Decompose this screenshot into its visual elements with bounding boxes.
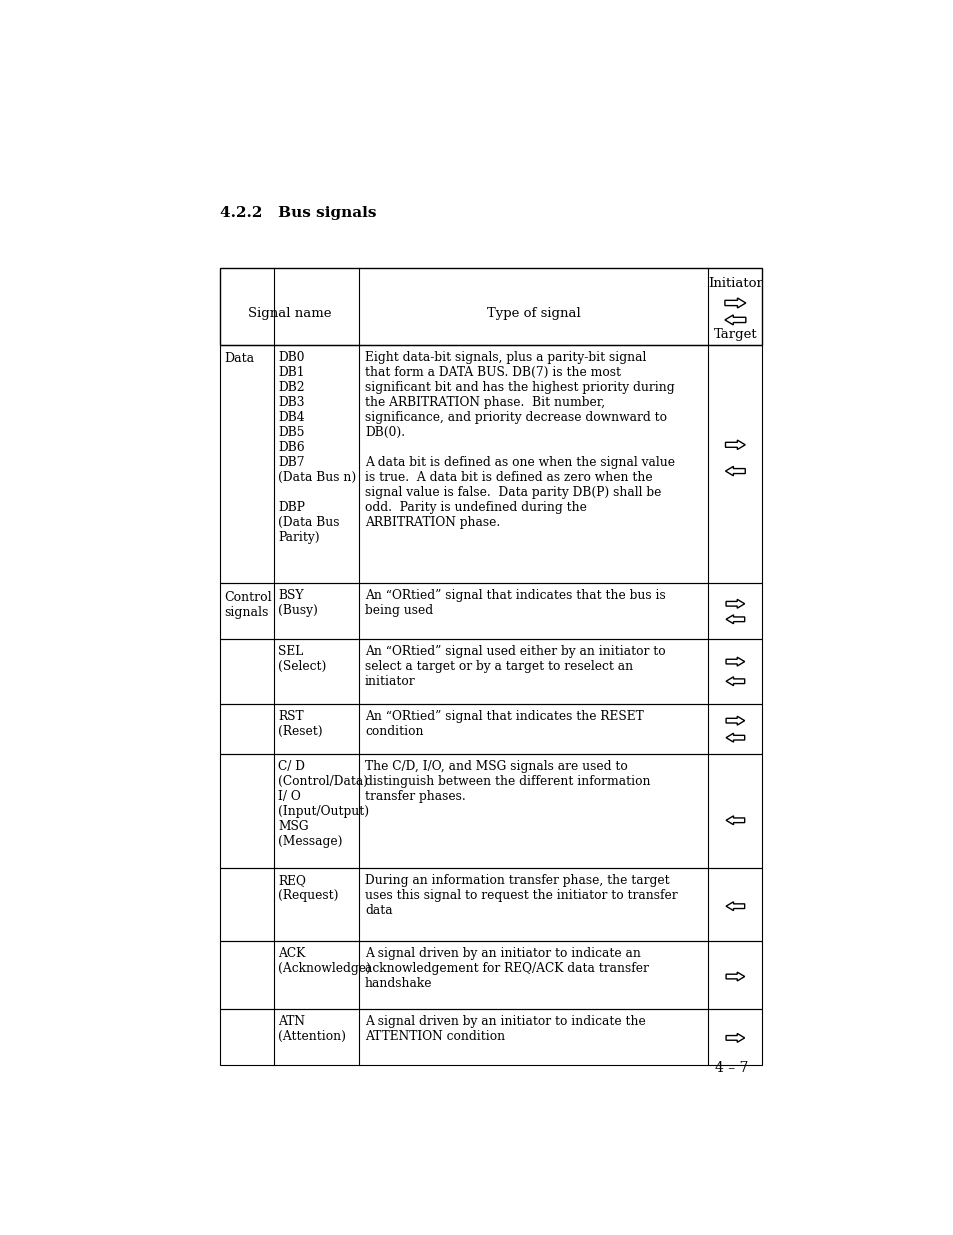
Text: DB0
DB1
DB2
DB3
DB4
DB5
DB6
DB7
(Data Bus n)

DBP
(Data Bus
Parity): DB0 DB1 DB2 DB3 DB4 DB5 DB6 DB7 (Data Bu… <box>278 351 356 543</box>
Text: An “ORtied” signal that indicates that the bus is
being used: An “ORtied” signal that indicates that t… <box>365 589 665 618</box>
Bar <box>220 755 761 868</box>
Text: Control
signals: Control signals <box>224 592 272 619</box>
Text: RST
(Reset): RST (Reset) <box>278 710 322 739</box>
Text: During an information transfer phase, the target
uses this signal to request the: During an information transfer phase, th… <box>365 874 677 918</box>
Bar <box>220 941 761 1009</box>
Text: BSY
(Busy): BSY (Busy) <box>278 589 317 618</box>
Text: Type of signal: Type of signal <box>486 308 580 320</box>
Text: SEL
(Select): SEL (Select) <box>278 645 326 673</box>
Text: Data: Data <box>224 352 253 366</box>
Bar <box>220 345 761 583</box>
Text: C/ D
(Control/Data)
I/ O
(Input/Output)
MSG
(Message): C/ D (Control/Data) I/ O (Input/Output) … <box>278 761 369 848</box>
Text: Target: Target <box>713 327 757 341</box>
Text: An “ORtied” signal that indicates the RESET
condition: An “ORtied” signal that indicates the RE… <box>365 710 643 739</box>
Text: ATN
(Attention): ATN (Attention) <box>278 1015 346 1044</box>
Text: A signal driven by an initiator to indicate the
ATTENTION condition: A signal driven by an initiator to indic… <box>365 1015 645 1044</box>
Bar <box>220 583 761 638</box>
Bar <box>220 638 761 704</box>
Text: A signal driven by an initiator to indicate an
acknowledgement for REQ/ACK data : A signal driven by an initiator to indic… <box>365 947 648 990</box>
Text: An “ORtied” signal used either by an initiator to
select a target or by a target: An “ORtied” signal used either by an ini… <box>365 645 665 688</box>
Bar <box>220 1009 761 1065</box>
Text: ACK
(Acknowledge): ACK (Acknowledge) <box>278 947 371 976</box>
Text: REQ
(Request): REQ (Request) <box>278 874 338 903</box>
Text: Initiator: Initiator <box>707 277 762 290</box>
Bar <box>220 868 761 941</box>
Text: 4 – 7: 4 – 7 <box>714 1061 747 1074</box>
Text: Signal name: Signal name <box>248 308 331 320</box>
Text: 4.2.2   Bus signals: 4.2.2 Bus signals <box>220 206 376 220</box>
Bar <box>220 268 761 345</box>
Bar <box>220 704 761 755</box>
Text: The C/D, I/O, and MSG signals are used to
distinguish between the different info: The C/D, I/O, and MSG signals are used t… <box>365 761 650 803</box>
Text: Eight data-bit signals, plus a parity-bit signal
that form a DATA BUS. DB(7) is : Eight data-bit signals, plus a parity-bi… <box>365 351 674 529</box>
